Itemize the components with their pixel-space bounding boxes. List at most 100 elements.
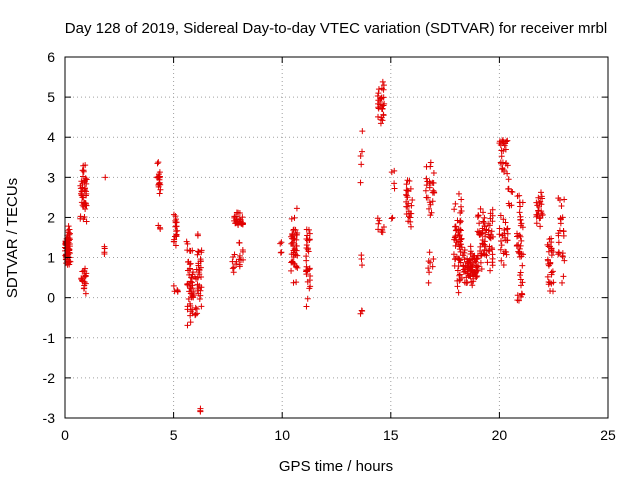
data-point (517, 269, 524, 276)
data-point (195, 249, 202, 256)
data-point (306, 265, 313, 272)
data-point (293, 236, 300, 243)
data-point (488, 228, 495, 235)
data-point (458, 241, 465, 248)
data-point (455, 255, 462, 262)
data-point (187, 308, 194, 315)
data-point (504, 226, 511, 233)
data-point (544, 256, 551, 263)
data-point (503, 251, 510, 258)
data-point (533, 220, 540, 227)
data-point (548, 235, 555, 242)
data-point (516, 209, 523, 216)
data-point (423, 194, 430, 201)
data-point (480, 218, 487, 225)
data-point (236, 215, 243, 222)
data-point (519, 224, 526, 231)
data-point (454, 217, 461, 224)
data-point (194, 287, 201, 294)
data-point (464, 255, 471, 262)
data-point (186, 265, 193, 272)
data-point (306, 277, 313, 284)
data-point (548, 280, 555, 287)
data-point (236, 239, 243, 246)
x-tick-label: 25 (600, 427, 616, 443)
data-point (101, 250, 108, 257)
data-point (467, 243, 474, 250)
data-point (559, 250, 566, 257)
data-point (388, 215, 395, 222)
data-point (423, 182, 430, 189)
data-point (473, 262, 480, 269)
data-point (184, 280, 191, 287)
y-tick-label: -3 (43, 410, 56, 426)
data-point (502, 219, 509, 226)
data-point (477, 259, 484, 266)
data-point (375, 220, 382, 227)
data-point (560, 232, 567, 239)
data-point (539, 195, 546, 202)
data-point (467, 273, 474, 280)
data-point (391, 167, 398, 174)
data-point (194, 274, 201, 281)
data-point (487, 215, 494, 222)
data-point (454, 283, 461, 290)
y-tick-label: -1 (43, 330, 56, 346)
data-point (293, 263, 300, 270)
data-point (504, 137, 511, 144)
data-point (519, 262, 526, 269)
data-point (293, 231, 300, 238)
data-point (476, 232, 483, 239)
data-point (545, 248, 552, 255)
data-point (192, 304, 199, 311)
data-point (233, 258, 240, 265)
axis-ticks: 0 5 10 15 20 25 -3 -2 -1 0 1 2 3 4 5 6 (43, 49, 616, 443)
data-point (427, 163, 434, 170)
data-point (452, 242, 459, 249)
data-point (485, 247, 492, 254)
data-point (173, 223, 180, 230)
data-point (307, 283, 314, 290)
data-point (424, 178, 431, 185)
data-point (303, 226, 310, 233)
data-point (375, 97, 382, 104)
data-point (290, 226, 297, 233)
x-tick-label: 15 (383, 427, 399, 443)
data-point (450, 251, 457, 258)
data-point (172, 242, 179, 249)
data-point (429, 198, 436, 205)
data-point (431, 189, 438, 196)
data-point (498, 153, 505, 160)
data-point (288, 251, 295, 258)
data-point (471, 259, 478, 266)
data-point (409, 197, 416, 204)
data-point (477, 205, 484, 212)
data-point (513, 243, 520, 250)
data-point (288, 267, 295, 274)
data-point (80, 194, 87, 201)
data-point (289, 258, 296, 265)
data-point (469, 263, 476, 270)
data-point (516, 253, 523, 260)
data-point (475, 212, 482, 219)
data-point (482, 233, 489, 240)
data-point (187, 260, 194, 267)
data-point (197, 264, 204, 271)
data-point (548, 271, 555, 278)
data-point (483, 226, 490, 233)
y-axis-title: SDTVAR / TECUs (4, 178, 21, 298)
data-point (480, 219, 487, 226)
data-point (82, 175, 89, 182)
data-point (277, 249, 284, 256)
data-point (278, 249, 285, 256)
data-point (404, 177, 411, 184)
data-point (549, 268, 556, 275)
data-point (81, 185, 88, 192)
data-point (405, 218, 412, 225)
data-point (481, 223, 488, 230)
data-point (375, 226, 382, 233)
data-point (186, 271, 193, 278)
data-point (277, 240, 284, 247)
data-point (189, 274, 196, 281)
